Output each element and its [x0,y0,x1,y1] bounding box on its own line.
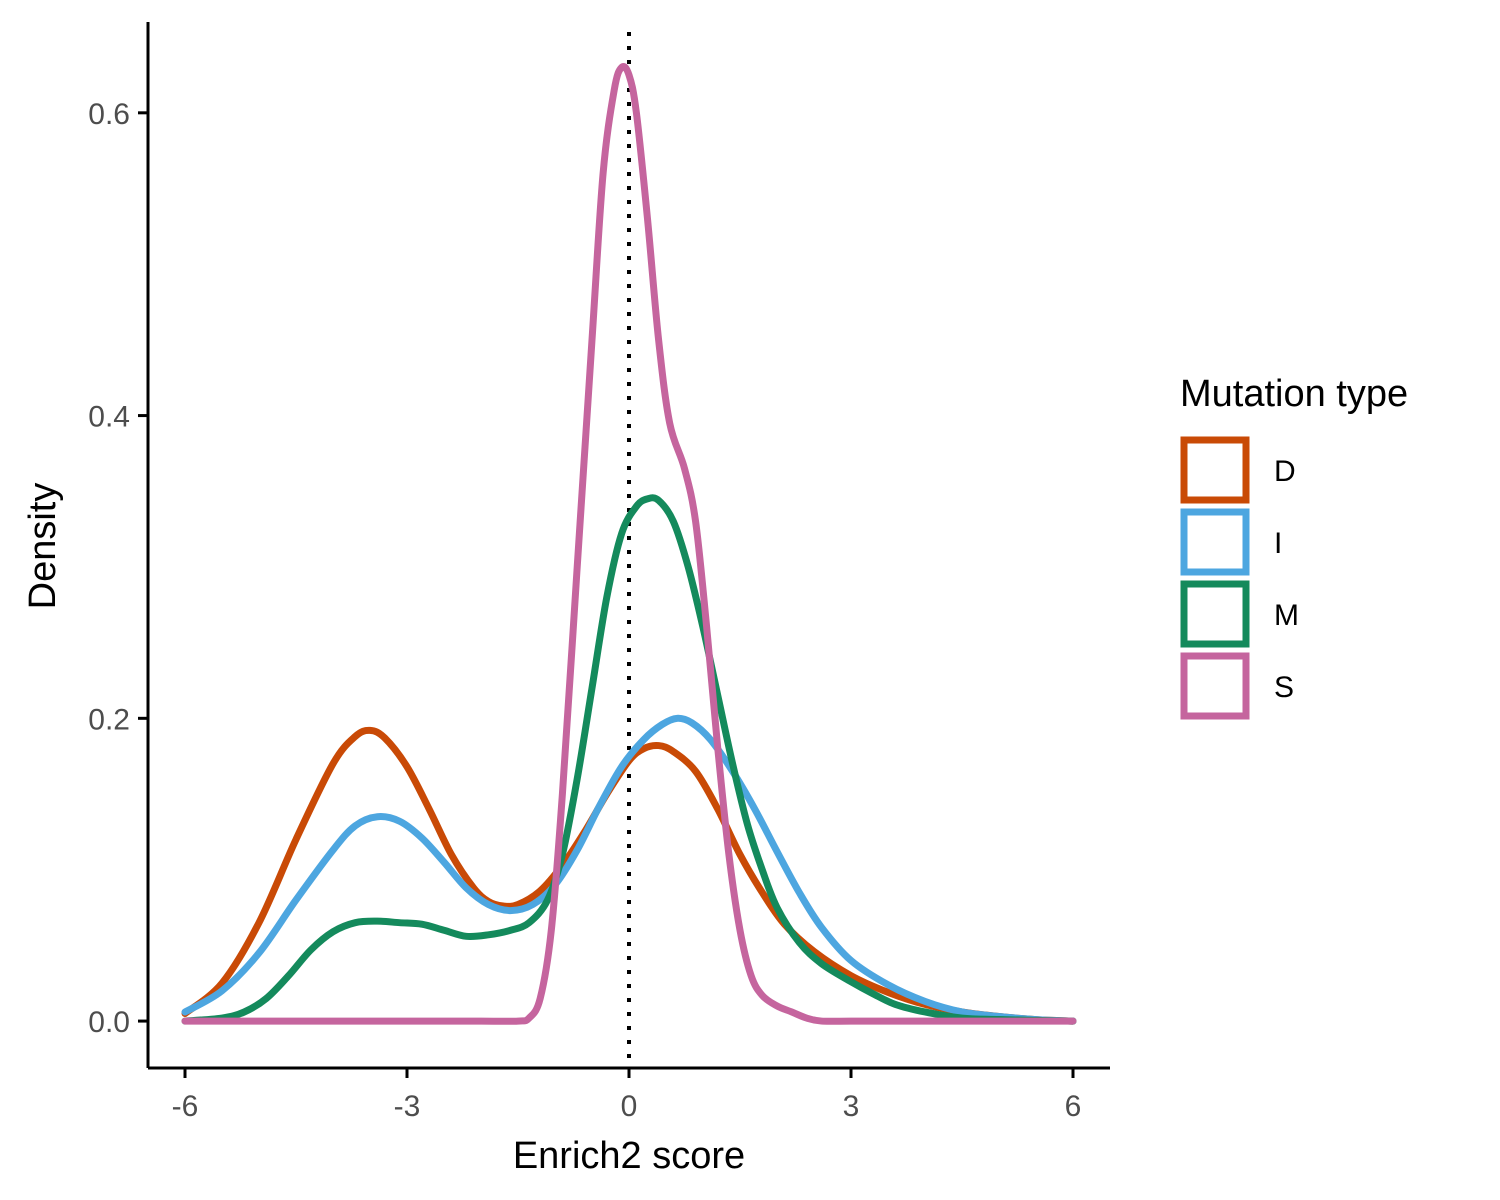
series-line-S [181,63,1077,1025]
legend-items: D I M S [1180,436,1299,720]
x-axis-title: Enrich2 score [513,1135,745,1177]
series-line-I [181,714,1077,1025]
legend-label: S [1274,671,1294,704]
x-tick-label: -6 [172,1090,199,1123]
series-line-M [181,494,1077,1025]
legend-item-M: M [1180,580,1299,648]
legend-item-S: S [1180,652,1294,720]
y-axis-title: Density [22,483,64,610]
legend-swatch [1180,436,1250,504]
y-tick-label: 0.4 [88,401,130,434]
x-tick-label: 3 [843,1090,860,1123]
legend-label: I [1274,527,1282,560]
legend-swatch [1180,508,1250,576]
legend: Mutation type D I M S [1180,373,1408,720]
x-tick-label: -3 [394,1090,421,1123]
y-tick-label: 0.2 [88,703,130,736]
legend-item-D: D [1180,436,1296,504]
legend-swatch [1180,652,1250,720]
legend-swatch [1180,580,1250,648]
legend-item-I: I [1180,508,1282,576]
y-tick-label: 0.0 [88,1006,130,1039]
x-tick-label: 0 [621,1090,638,1123]
x-tick-label: 6 [1065,1090,1082,1123]
y-tick-label: 0.6 [88,98,130,131]
legend-label: M [1274,599,1299,632]
series-layer [181,63,1077,1025]
legend-label: D [1274,455,1296,488]
legend-title: Mutation type [1180,373,1408,415]
ticks-layer: -6 -3 0 3 6 0.0 0.2 0.4 0.6 [88,98,1081,1123]
